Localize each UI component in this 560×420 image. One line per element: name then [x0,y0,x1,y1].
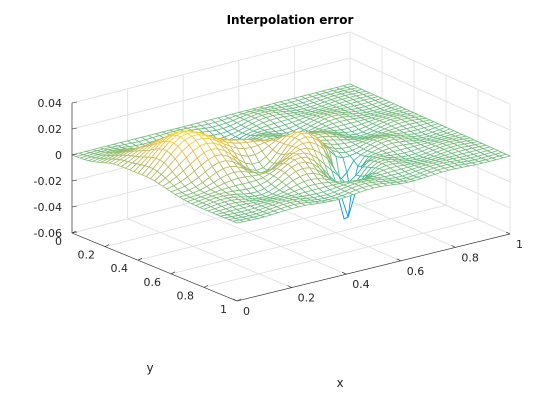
y-gridline [170,75,447,275]
z-tick-label: -0.04 [34,201,62,214]
x-tick-mark [505,231,511,235]
z-tick-label: 0 [55,149,62,162]
y-tick-label: 0 [55,235,62,248]
z-tick-mark [71,179,78,182]
z-tick-mark [71,205,78,208]
x-tick-label: 0.2 [298,292,316,305]
y-tick-mark [104,244,110,247]
mesh-cell [232,219,245,224]
x-tick-label: 0.4 [352,278,370,291]
y-tick-mark [236,298,242,302]
x-tick-label: 1 [516,238,523,251]
y-tick-label: 0.6 [144,276,162,289]
y-tick-label: 0.4 [111,262,129,275]
x-tick-label: 0.6 [407,265,425,278]
x-axis-line [236,233,511,302]
z-tick-label: -0.06 [34,227,62,240]
x-tick-mark [342,271,347,275]
x-tick-label: 0.8 [461,251,479,264]
y-tick-label: 1 [220,303,227,316]
y-axis-line [71,232,238,302]
y-tick-mark [71,230,77,234]
x-tick-label: 0 [243,305,250,318]
y-tick-label: 0.2 [78,249,96,262]
z-tick-mark [71,153,78,156]
tick-labels: -0.06 -0.04 -0.02 0 0.02 0.04 0 0.2 0.4 0.6 0.8 1 0 0… [34,97,523,318]
axes-lines [71,103,511,302]
y-gridline [137,60,415,261]
chart-title: Interpolation error [227,13,354,27]
y-tick-label: 0.8 [177,289,195,302]
x-tick-mark [396,258,401,262]
z-tick-label: 0.04 [38,97,63,110]
y-tick-mark [137,257,143,261]
y-axis-label: y [146,361,153,375]
surface-mesh [71,83,511,224]
y-tick-mark [170,271,176,275]
x-tick-mark [451,245,456,248]
x-axis-label: x [336,376,343,390]
x-tick-mark [287,285,292,288]
y-gridline [203,89,479,288]
z-tick-label: -0.02 [34,175,62,188]
z-tick-label: 0.02 [38,123,63,136]
z-tick-mark [71,127,78,130]
x-tick-mark [232,298,238,302]
z-tick-mark [71,101,78,104]
y-tick-mark [203,285,209,288]
